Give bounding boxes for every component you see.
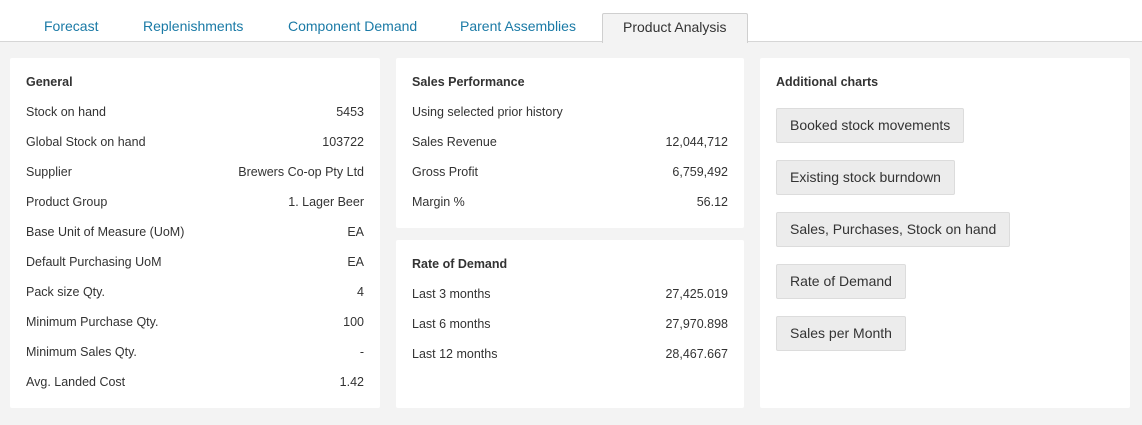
row-value: 12,044,712 — [665, 135, 728, 149]
row-label: Pack size Qty. — [26, 285, 105, 299]
general-row: Pack size Qty. 4 — [26, 282, 364, 302]
general-row: Minimum Purchase Qty. 100 — [26, 312, 364, 332]
row-label: Product Group — [26, 195, 108, 209]
rate-of-demand-title: Rate of Demand — [412, 257, 508, 271]
tab-product-analysis[interactable]: Product Analysis — [602, 13, 748, 43]
sales-purchases-stock-button[interactable]: Sales, Purchases, Stock on hand — [776, 212, 1011, 247]
row-label: Minimum Sales Qty. — [26, 345, 137, 359]
sales-performance-title: Sales Performance — [412, 75, 525, 89]
general-row: Stock on hand 5453 — [26, 102, 364, 122]
row-label: Default Purchasing UoM — [26, 255, 162, 269]
row-value: Brewers Co-op Pty Ltd — [238, 165, 364, 179]
row-value: - — [359, 345, 364, 359]
existing-stock-burndown-button[interactable]: Existing stock burndown — [776, 160, 955, 195]
row-label: Base Unit of Measure (UoM) — [26, 225, 185, 239]
row-value: EA — [347, 225, 364, 239]
demand-row: Last 3 months 27,425.019 — [412, 284, 728, 304]
row-label: Supplier — [26, 165, 72, 179]
row-label: Minimum Purchase Qty. — [26, 315, 159, 329]
tab-parent-assemblies[interactable]: Parent Assemblies — [460, 18, 576, 34]
row-value: 5453 — [336, 105, 364, 119]
sales-per-month-button[interactable]: Sales per Month — [776, 316, 906, 351]
row-label: Gross Profit — [412, 165, 478, 179]
tab-replenishments[interactable]: Replenishments — [143, 18, 244, 34]
general-row: Supplier Brewers Co-op Pty Ltd — [26, 162, 364, 182]
row-value: 27,970.898 — [665, 317, 728, 331]
row-value: 6,759,492 — [672, 165, 728, 179]
row-value: 1.42 — [339, 375, 364, 389]
row-label: Avg. Landed Cost — [26, 375, 126, 389]
demand-row: Last 6 months 27,970.898 — [412, 314, 728, 334]
row-value: 56.12 — [696, 195, 728, 209]
sales-row: Gross Profit 6,759,492 — [412, 162, 728, 182]
rate-of-demand-card: Rate of Demand Last 3 months 27,425.019 … — [396, 240, 744, 408]
sales-row: Margin % 56.12 — [412, 192, 728, 212]
row-value: 1. Lager Beer — [288, 195, 364, 209]
row-label: Global Stock on hand — [26, 135, 146, 149]
row-label: Sales Revenue — [412, 135, 497, 149]
general-row: Default Purchasing UoM EA — [26, 252, 364, 272]
general-title: General — [26, 75, 73, 89]
general-row: Base Unit of Measure (UoM) EA — [26, 222, 364, 242]
row-value: 28,467.667 — [665, 347, 728, 361]
row-label: Last 12 months — [412, 347, 498, 361]
row-value: 100 — [343, 315, 364, 329]
tab-forecast[interactable]: Forecast — [44, 18, 99, 34]
row-value: 27,425.019 — [665, 287, 728, 301]
row-label: Stock on hand — [26, 105, 106, 119]
history-note: Using selected prior history — [412, 105, 563, 119]
row-label: Last 6 months — [412, 317, 491, 331]
row-value: 4 — [357, 285, 364, 299]
booked-stock-movements-button[interactable]: Booked stock movements — [776, 108, 965, 143]
general-row: Global Stock on hand 103722 — [26, 132, 364, 152]
general-row: Avg. Landed Cost 1.42 — [26, 372, 364, 392]
tab-bar: Forecast Replenishments Component Demand… — [0, 0, 1142, 43]
additional-charts-card: Additional charts Booked stock movements… — [760, 58, 1130, 408]
sales-performance-card: Sales Performance Using selected prior h… — [396, 58, 744, 228]
tab-component-demand[interactable]: Component Demand — [288, 18, 418, 34]
demand-row: Last 12 months 28,467.667 — [412, 344, 728, 364]
rate-of-demand-button[interactable]: Rate of Demand — [776, 264, 906, 299]
general-row: Minimum Sales Qty. - — [26, 342, 364, 362]
row-value: 103722 — [322, 135, 364, 149]
general-row: Product Group 1. Lager Beer — [26, 192, 364, 212]
row-label: Margin % — [412, 195, 465, 209]
general-card: General Stock on hand 5453 Global Stock … — [10, 58, 380, 408]
additional-charts-title: Additional charts — [776, 75, 879, 89]
row-value: EA — [347, 255, 364, 269]
sales-row: Sales Revenue 12,044,712 — [412, 132, 728, 152]
row-label: Last 3 months — [412, 287, 491, 301]
